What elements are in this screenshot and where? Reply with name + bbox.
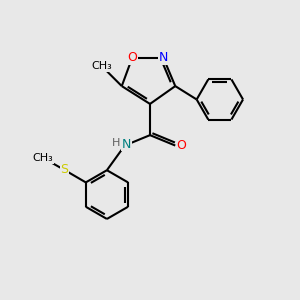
- Text: N: N: [122, 138, 131, 151]
- Text: N: N: [159, 51, 168, 64]
- Text: S: S: [60, 164, 68, 176]
- Text: CH₃: CH₃: [33, 153, 53, 163]
- Text: O: O: [127, 51, 137, 64]
- Text: H: H: [112, 138, 120, 148]
- Text: CH₃: CH₃: [92, 61, 112, 71]
- Text: O: O: [176, 139, 186, 152]
